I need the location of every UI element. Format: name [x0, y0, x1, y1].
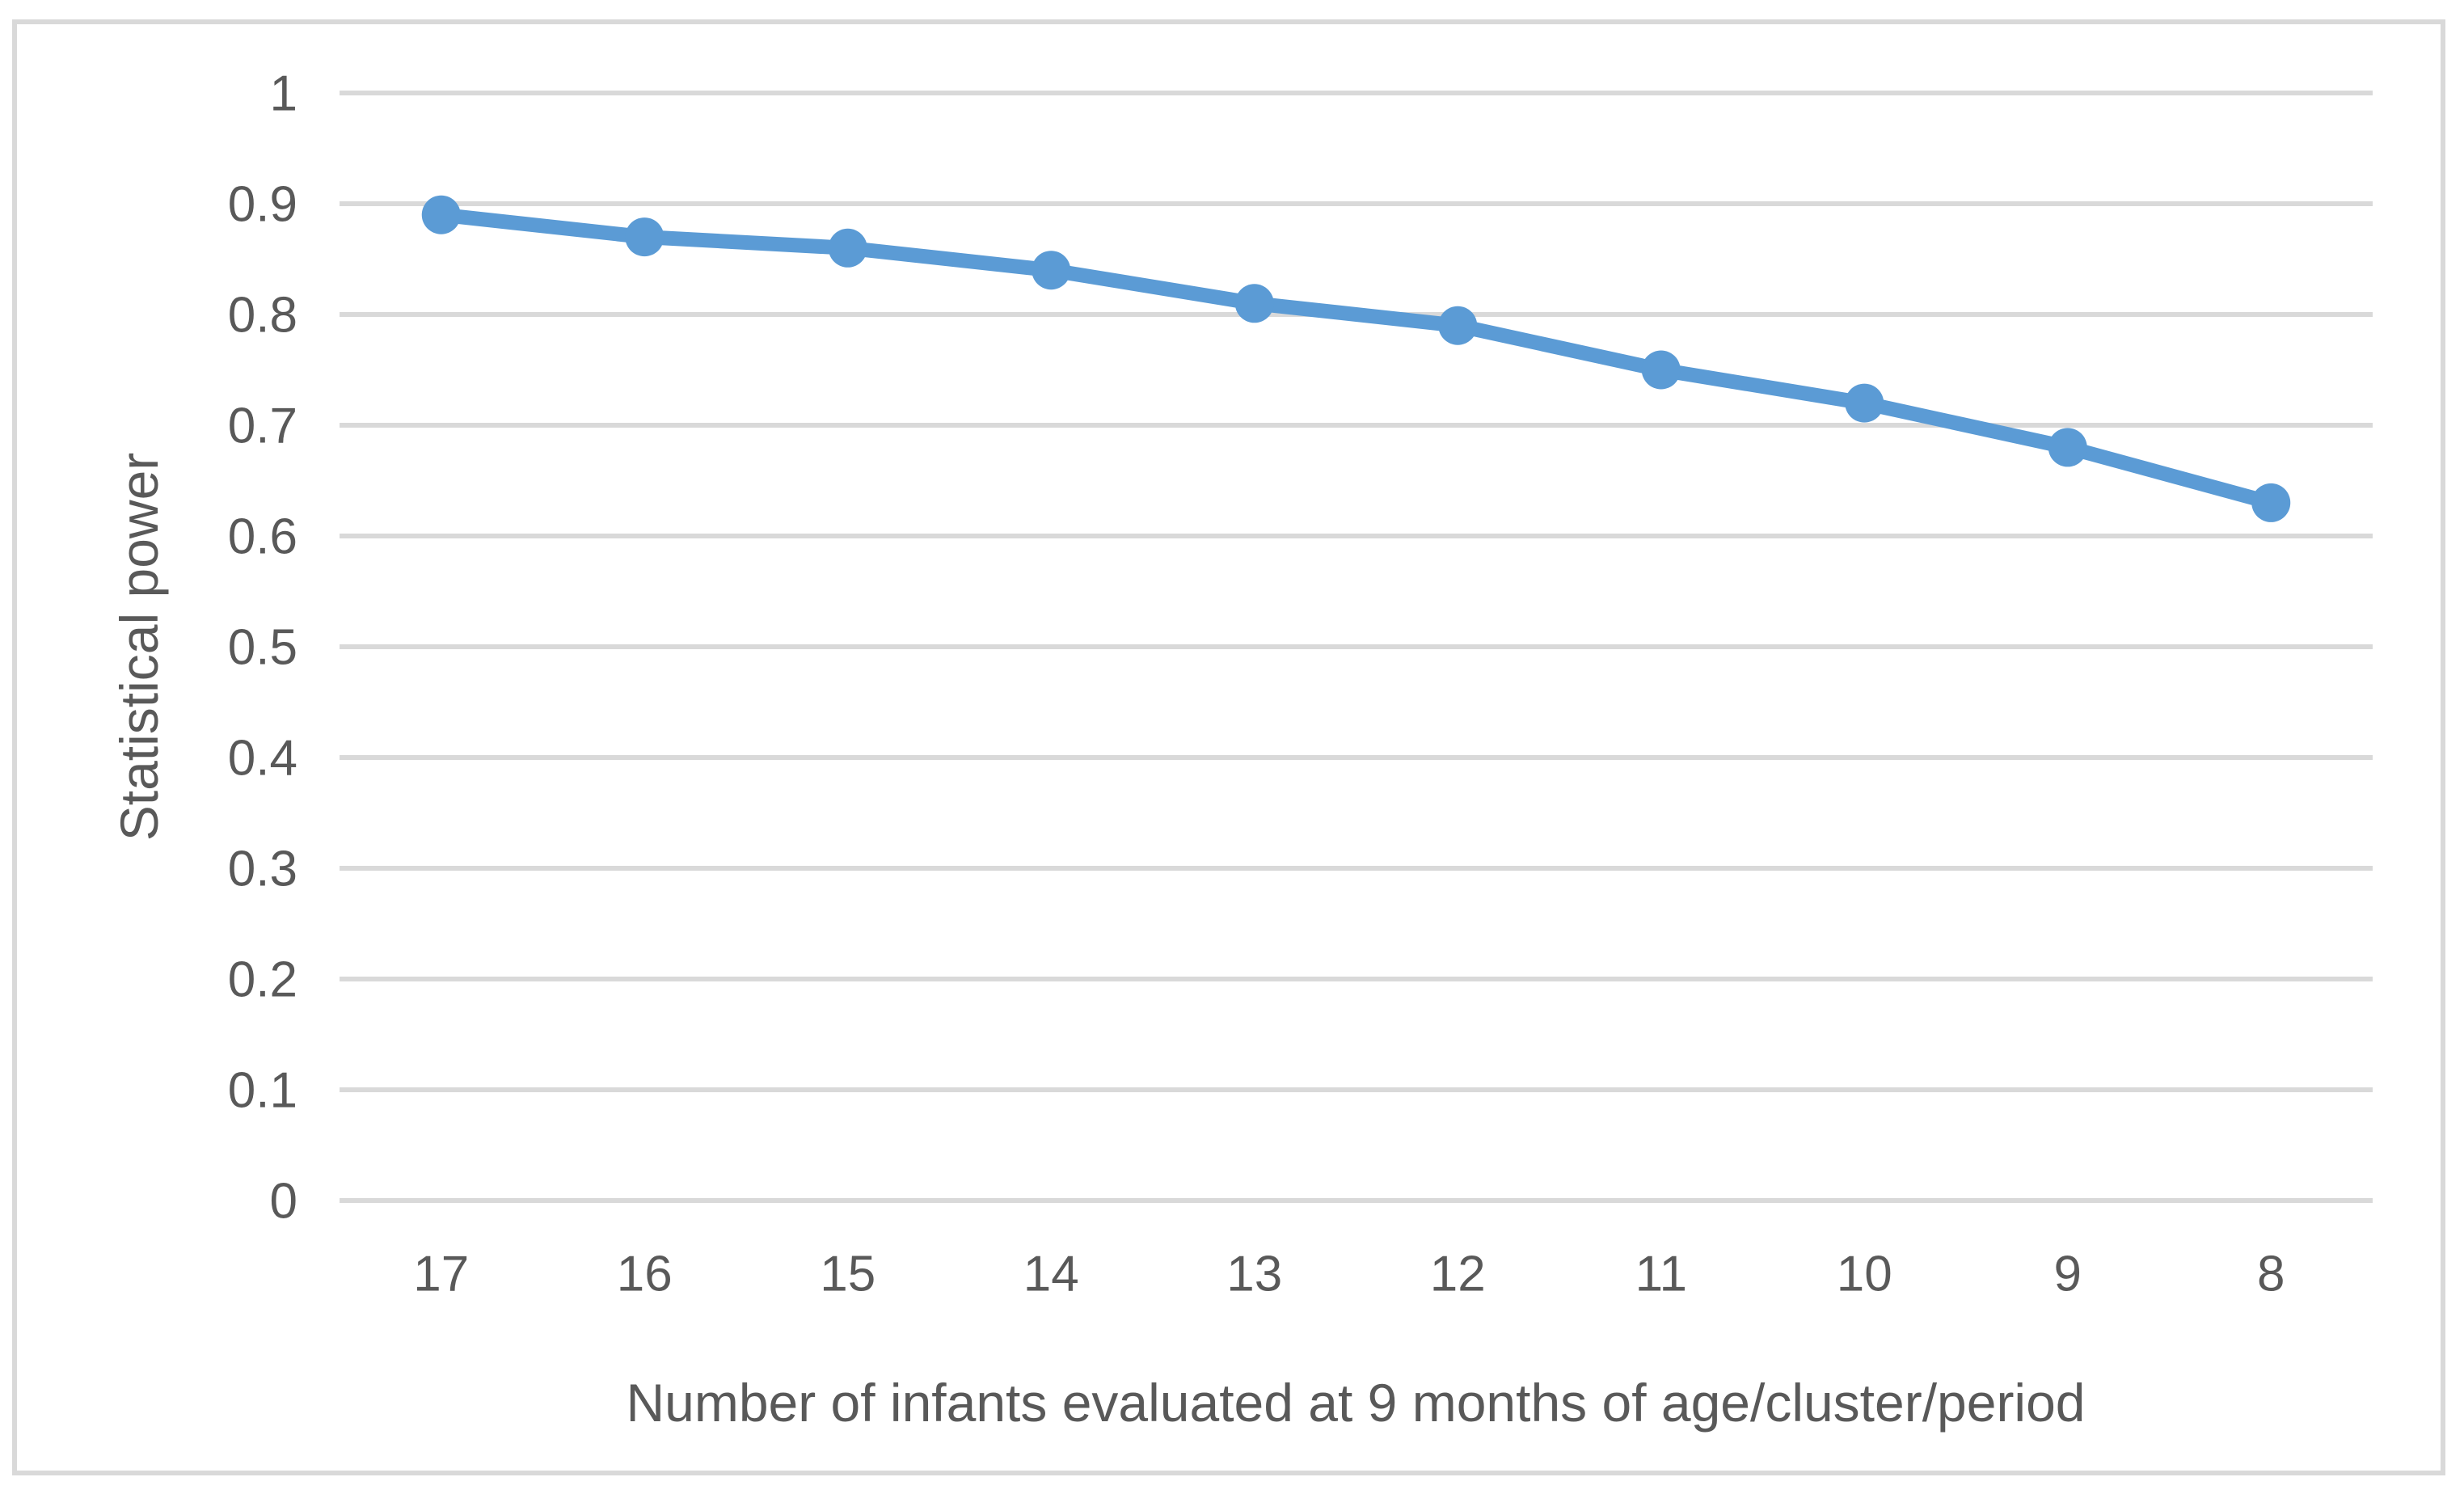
y-tick-label: 0.9	[228, 177, 297, 233]
y-tick-label: 0.1	[228, 1063, 297, 1119]
x-tick-label: 17	[413, 1247, 469, 1302]
y-tick-label: 0.5	[228, 620, 297, 676]
gridlines	[340, 91, 2373, 1203]
x-tick-label: 11	[1635, 1247, 1687, 1302]
x-tick-label: 10	[1837, 1247, 1892, 1302]
data-point-marker	[2251, 483, 2291, 522]
y-tick-label: 1	[270, 66, 297, 122]
y-tick-label: 0	[270, 1174, 297, 1230]
y-tick-label: 0.4	[228, 731, 297, 787]
chart-frame-border	[12, 19, 2445, 1475]
data-point-marker	[1032, 251, 1071, 290]
x-tick-label: 9	[2054, 1247, 2082, 1302]
data-point-marker	[625, 217, 665, 257]
x-tick-label: 8	[2257, 1247, 2285, 1302]
y-axis-title: Statistical power	[109, 453, 169, 842]
series-markers	[421, 195, 2291, 522]
x-tick-label: 12	[1430, 1247, 1486, 1302]
x-tick-label: 13	[1226, 1247, 1282, 1302]
y-tick-label: 0.6	[228, 509, 297, 565]
y-tick-label: 0.3	[228, 842, 297, 897]
x-tick-label: 15	[820, 1247, 875, 1302]
series-line	[433, 207, 2279, 510]
y-tick-label: 0.7	[228, 399, 297, 454]
data-point-marker	[1438, 306, 1478, 345]
x-tick-label: 16	[617, 1247, 673, 1302]
data-point-marker	[828, 228, 867, 268]
x-tick-label: 14	[1023, 1247, 1079, 1302]
data-point-marker	[1845, 383, 1884, 423]
y-tick-label: 0.2	[228, 952, 297, 1008]
y-tick-label: 0.8	[228, 288, 297, 344]
data-point-marker	[1641, 350, 1681, 390]
data-point-marker	[1234, 284, 1274, 323]
x-axis-tick-labels: 17 16 15 14 13 12 11 10 9 8	[413, 1247, 2285, 1302]
data-point-marker	[2048, 428, 2087, 467]
y-axis-tick-labels: 0 0.1 0.2 0.3 0.4 0.5 0.6 0.7 0.8 0.9 1	[228, 66, 297, 1230]
data-point-marker	[421, 195, 461, 234]
series-group	[421, 195, 2291, 522]
x-axis-title: Number of infants evaluated at 9 months …	[626, 1373, 2085, 1433]
